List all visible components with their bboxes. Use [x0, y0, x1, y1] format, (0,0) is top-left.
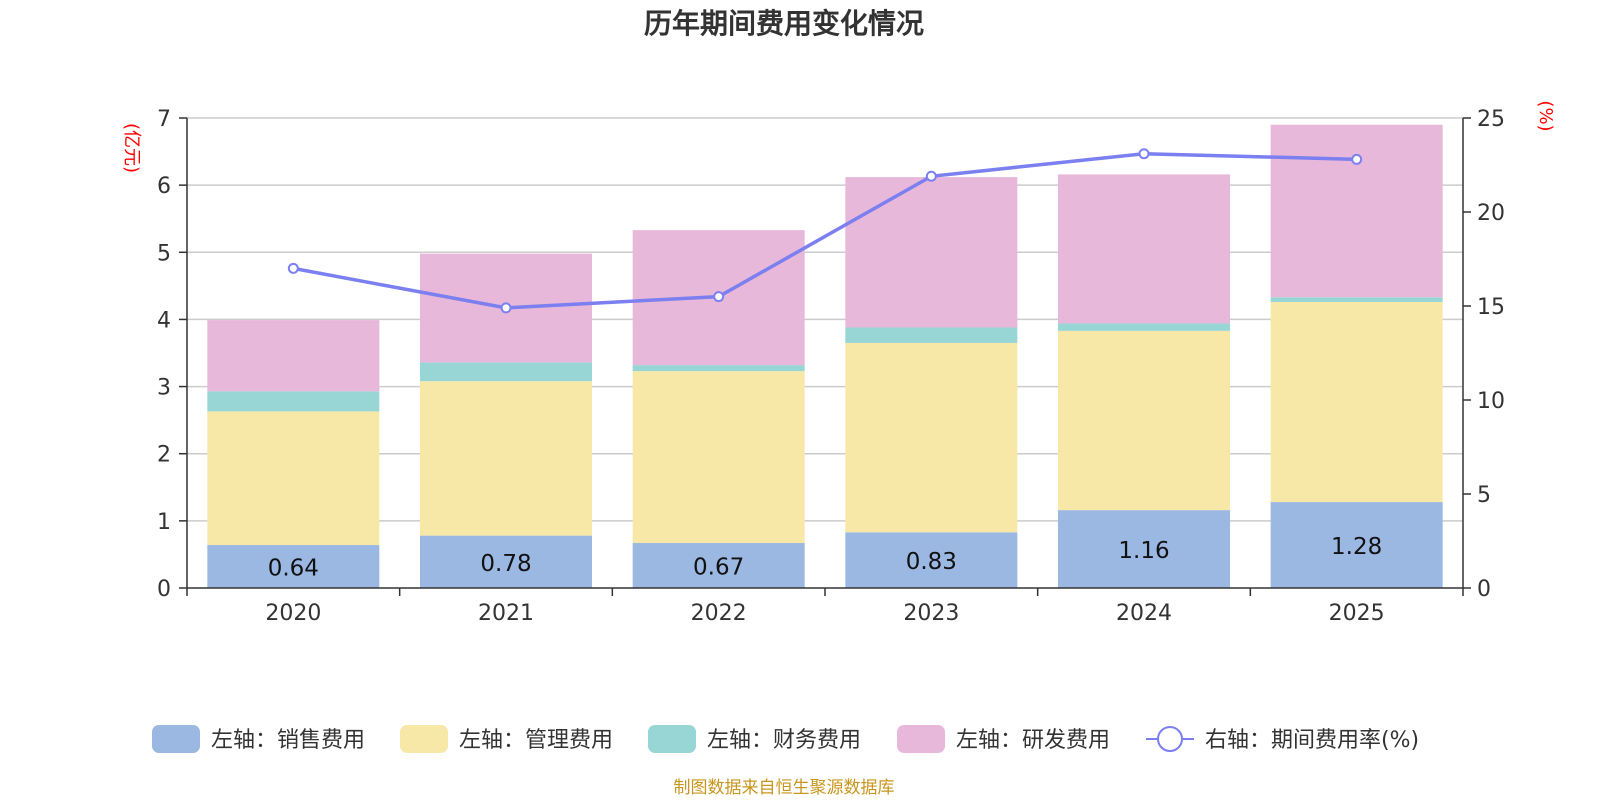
bar-segment-3-2022: [632, 365, 805, 372]
rate-point: [713, 291, 725, 303]
bar-data-label: 1.28: [1331, 534, 1382, 560]
bar-segment-2-2022: [632, 371, 805, 544]
left-tick-label: 1: [157, 510, 171, 535]
left-tick-label: 5: [157, 241, 171, 266]
bar-segment-1-2020: [207, 545, 380, 588]
left-tick-label: 7: [157, 107, 171, 132]
bar-segment-4-2020: [207, 320, 380, 392]
bar-data-label: 0.83: [906, 549, 957, 575]
bar-segment-2-2020: [207, 411, 380, 546]
bar-segment-3-2024: [1058, 323, 1230, 331]
bar-segment-4-2024: [1058, 174, 1230, 324]
legend-label-4: 左轴：研发费用: [956, 728, 1110, 753]
left-tick-label: 6: [157, 174, 171, 199]
bar-segment-1-2021: [420, 535, 592, 588]
legend-line-marker: [1157, 726, 1183, 752]
bar-segment-4-2025: [1270, 124, 1443, 298]
x-tick-label: 2025: [1329, 601, 1385, 626]
bar-segment-1-2024: [1058, 510, 1230, 588]
bar-segment-4-2023: [845, 177, 1018, 328]
left-tick-label: 0: [157, 577, 171, 602]
right-tick-label: 20: [1477, 201, 1505, 226]
left-tick-label: 4: [157, 308, 171, 333]
right-tick-label: 15: [1477, 295, 1505, 320]
bar-segment-3-2021: [420, 362, 592, 382]
left-tick-label: 3: [157, 376, 171, 401]
right-tick-label: 10: [1477, 389, 1505, 414]
legend-label-1: 左轴：销售费用: [211, 728, 365, 753]
right-tick-label: 0: [1477, 577, 1491, 602]
rate-point: [500, 302, 512, 314]
bar-data-label: 0.78: [480, 551, 531, 577]
bar-data-label: 1.16: [1118, 538, 1169, 564]
x-tick-label: 2021: [478, 601, 534, 626]
x-tick-label: 2024: [1116, 601, 1172, 626]
bar-segment-3-2020: [207, 391, 380, 412]
legend-swatch-2: [400, 725, 448, 753]
rate-line: [293, 151, 1357, 310]
gridlines: [187, 117, 1463, 522]
rate-point: [287, 262, 299, 274]
x-tick-label: 2022: [691, 601, 747, 626]
legend: 左轴：销售费用 左轴：管理费用 左轴：财务费用 左轴：研发费用 右轴：期间费用率(%): [152, 725, 1419, 753]
source-note: 制图数据来自恒生聚源数据库: [674, 778, 895, 798]
bar-series: 0.64 0.78 0.67 0.83 1.16 1.28: [207, 124, 1443, 588]
bar-segment-2-2025: [1270, 301, 1443, 503]
left-axis-unit: (亿元): [121, 123, 142, 173]
x-tick-label: 2020: [265, 601, 321, 626]
left-tick-label: 2: [157, 443, 171, 468]
bar-segment-2-2023: [845, 342, 1018, 533]
bar-segment-1-2023: [845, 532, 1018, 588]
legend-swatch-4: [897, 725, 945, 753]
bar-data-label: 0.67: [693, 555, 744, 581]
bar-segment-3-2023: [845, 327, 1018, 343]
legend-label-3: 左轴：财务费用: [707, 728, 861, 753]
legend-label-line: 右轴：期间费用率(%): [1205, 728, 1419, 753]
bar-data-label: 0.64: [268, 556, 319, 582]
rate-point: [1138, 148, 1150, 160]
bar-segment-3-2025: [1270, 297, 1443, 302]
bar-segment-1-2022: [632, 543, 805, 588]
legend-label-2: 左轴：管理费用: [459, 728, 613, 753]
right-tick-label: 5: [1477, 483, 1491, 508]
rate-point: [1351, 153, 1363, 165]
rate-point: [925, 170, 937, 182]
legend-swatch-3: [648, 725, 696, 753]
right-axis-unit: (%): [1535, 100, 1556, 131]
bar-segment-2-2021: [420, 381, 592, 536]
legend-swatch-1: [152, 725, 200, 753]
chart-title: 历年期间费用变化情况: [644, 7, 924, 40]
x-tick-label: 2023: [903, 601, 959, 626]
bar-segment-1-2025: [1270, 502, 1443, 588]
bar-segment-2-2024: [1058, 330, 1230, 511]
rate-line-series: [287, 148, 1363, 314]
right-tick-label: 25: [1477, 107, 1505, 132]
